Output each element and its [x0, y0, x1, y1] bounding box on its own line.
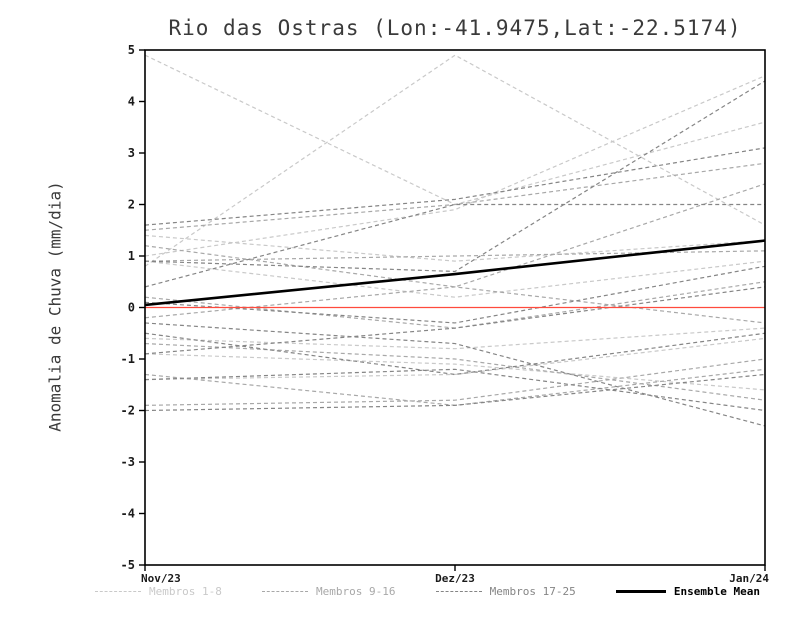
member-line [145, 234, 765, 262]
y-tick-label: 0 [128, 301, 135, 315]
x-tick-label: Dez/23 [435, 572, 475, 585]
y-tick-label: -5 [121, 558, 135, 572]
ensemble-mean-line [145, 239, 765, 307]
legend-mean-line-sample [615, 590, 666, 593]
y-tick-label: -3 [121, 455, 135, 469]
member-line [145, 368, 765, 412]
y-tick-label: 2 [128, 198, 135, 212]
member-line [145, 147, 765, 226]
member-line [145, 286, 765, 324]
y-tick-label: -2 [121, 404, 135, 418]
legend-dashed-line-sample [262, 591, 309, 592]
member-line [145, 342, 765, 401]
legend-label: Membros 1-8 [149, 585, 222, 598]
member-line [145, 322, 765, 427]
member-line [145, 203, 765, 288]
legend: Membros 1-8 Membros 9-16 Membros 17-25 Ense… [95, 585, 760, 598]
member-line [145, 358, 765, 406]
legend-item: Membros 1-8 [95, 585, 222, 598]
y-tick-label: -1 [121, 352, 135, 366]
member-line [145, 337, 765, 381]
y-tick-label: 5 [128, 43, 135, 57]
member-line [145, 54, 765, 206]
member-line [145, 162, 765, 231]
legend-item: Ensemble Mean [615, 585, 760, 598]
y-tick-label: -4 [121, 507, 135, 521]
y-tick-label: 4 [128, 95, 135, 109]
member-line [145, 75, 765, 257]
legend-item: Membros 17-25 [435, 585, 576, 598]
member-line [145, 260, 765, 298]
legend-item: Membros 9-16 [262, 585, 396, 598]
legend-label: Membros 9-16 [316, 585, 396, 598]
legend-dashed-line-sample [95, 591, 141, 592]
member-line [145, 281, 765, 329]
member-line [145, 373, 765, 412]
legend-label: Ensemble Mean [673, 585, 760, 598]
legend-label: Membros 17-25 [489, 585, 576, 598]
y-tick-label: 3 [128, 146, 135, 160]
member-line [145, 332, 765, 376]
chart-title: Rio das Ostras (Lon:-41.9475,Lat:-22.517… [168, 16, 742, 40]
x-tick-label: Jan/24 [729, 572, 769, 585]
member-line [145, 265, 765, 324]
member-line [145, 353, 765, 391]
member-line [145, 54, 765, 267]
member-line [145, 327, 765, 350]
member-line [145, 80, 765, 273]
member-line [145, 286, 765, 355]
member-line [145, 250, 765, 262]
legend-dashed-line-sample [435, 591, 482, 592]
y-tick-label: 1 [128, 249, 135, 263]
x-tick-label: Nov/23 [141, 572, 181, 585]
